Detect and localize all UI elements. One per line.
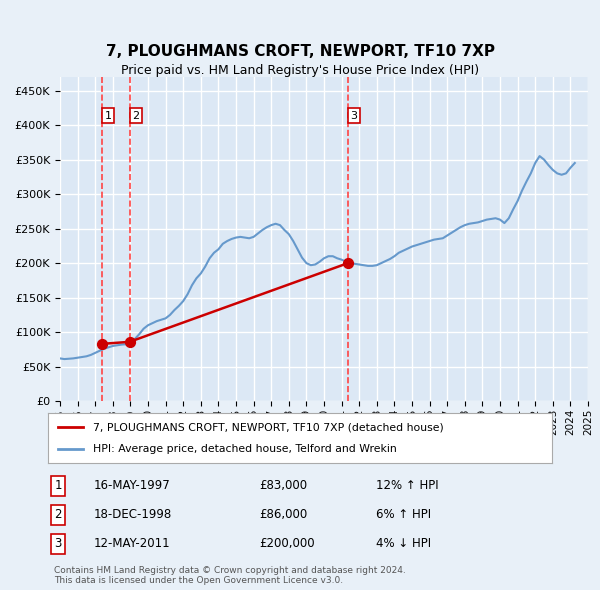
- Text: 1: 1: [55, 479, 62, 492]
- Text: 3: 3: [350, 111, 358, 120]
- Text: 7, PLOUGHMANS CROFT, NEWPORT, TF10 7XP (detached house): 7, PLOUGHMANS CROFT, NEWPORT, TF10 7XP (…: [94, 422, 444, 432]
- Text: 3: 3: [55, 537, 62, 550]
- Text: 2: 2: [133, 111, 139, 120]
- Text: £86,000: £86,000: [260, 508, 308, 522]
- Text: £200,000: £200,000: [260, 537, 316, 550]
- Text: 2: 2: [55, 508, 62, 522]
- Text: £83,000: £83,000: [260, 479, 308, 492]
- Text: This data is licensed under the Open Government Licence v3.0.: This data is licensed under the Open Gov…: [54, 576, 343, 585]
- Text: 4% ↓ HPI: 4% ↓ HPI: [376, 537, 431, 550]
- Text: Contains HM Land Registry data © Crown copyright and database right 2024.: Contains HM Land Registry data © Crown c…: [54, 566, 406, 575]
- Text: 7, PLOUGHMANS CROFT, NEWPORT, TF10 7XP: 7, PLOUGHMANS CROFT, NEWPORT, TF10 7XP: [106, 44, 494, 59]
- Point: [97, 339, 107, 349]
- Text: 18-DEC-1998: 18-DEC-1998: [94, 508, 172, 522]
- Text: 12-MAY-2011: 12-MAY-2011: [94, 537, 170, 550]
- Text: 12% ↑ HPI: 12% ↑ HPI: [376, 479, 438, 492]
- Text: 16-MAY-1997: 16-MAY-1997: [94, 479, 170, 492]
- Text: 6% ↑ HPI: 6% ↑ HPI: [376, 508, 431, 522]
- Text: 1: 1: [104, 111, 112, 120]
- Point: [125, 337, 134, 346]
- Point: [343, 258, 353, 268]
- Text: HPI: Average price, detached house, Telford and Wrekin: HPI: Average price, detached house, Telf…: [94, 444, 397, 454]
- Text: Price paid vs. HM Land Registry's House Price Index (HPI): Price paid vs. HM Land Registry's House …: [121, 64, 479, 77]
